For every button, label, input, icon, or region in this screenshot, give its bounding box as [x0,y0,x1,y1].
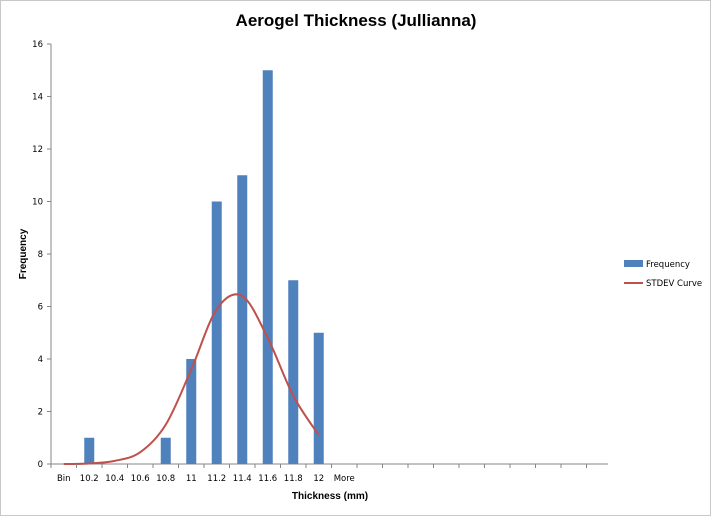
x-tick-label: 11.2 [207,474,226,484]
stdev-curve-line [63,293,320,465]
y-axis-ticks: 0 2 4 6 8 10 12 14 16 [32,40,51,470]
bar-10.2 [84,437,95,464]
bar-11.4 [237,175,248,464]
y-tick-label: 16 [32,40,43,50]
y-tick-label: 0 [38,460,43,470]
chart-title: Aerogel Thickness (Jullianna) [236,11,477,30]
x-tick-label: 11.8 [284,474,303,484]
x-tick-label: 11.4 [233,474,252,484]
x-tick-label: 10.4 [105,474,124,484]
x-tick-label: 10.6 [131,474,150,484]
y-tick-label: 14 [32,93,43,103]
legend-label-stdev-curve: STDEV Curve [646,279,702,289]
y-axis-title: Frequency [18,228,29,279]
bar-11.8 [288,280,299,464]
bar-11.6 [262,70,273,464]
bar-12 [313,332,324,464]
bar-10.8 [160,437,171,464]
plot-area [50,44,608,465]
x-axis-ticks: Bin 10.2 10.4 10.6 10.8 11 11.2 11.4 11.6 11.8 12 M… [50,464,587,484]
y-tick-label: 12 [32,145,43,155]
y-tick-label: 10 [32,198,43,208]
x-tick-label: 10.8 [156,474,175,484]
x-tick-label: 11 [186,474,197,484]
bar-11.2 [211,201,222,464]
x-tick-label: 10.2 [80,474,99,484]
legend-label-frequency: Frequency [646,260,690,270]
x-tick-label: 11.6 [258,474,277,484]
y-tick-label: 4 [38,355,43,365]
x-tick-label: Bin [57,474,71,484]
y-tick-label: 8 [38,250,43,260]
y-tick-label: 6 [38,303,43,313]
x-axis-title: Thickness (mm) [292,491,368,502]
bar-11 [186,359,197,464]
y-tick-label: 2 [38,408,43,418]
x-tick-label: More [334,474,355,484]
x-tick-label: 12 [313,474,324,484]
legend: Frequency STDEV Curve [624,260,702,289]
legend-swatch-frequency [624,260,643,267]
